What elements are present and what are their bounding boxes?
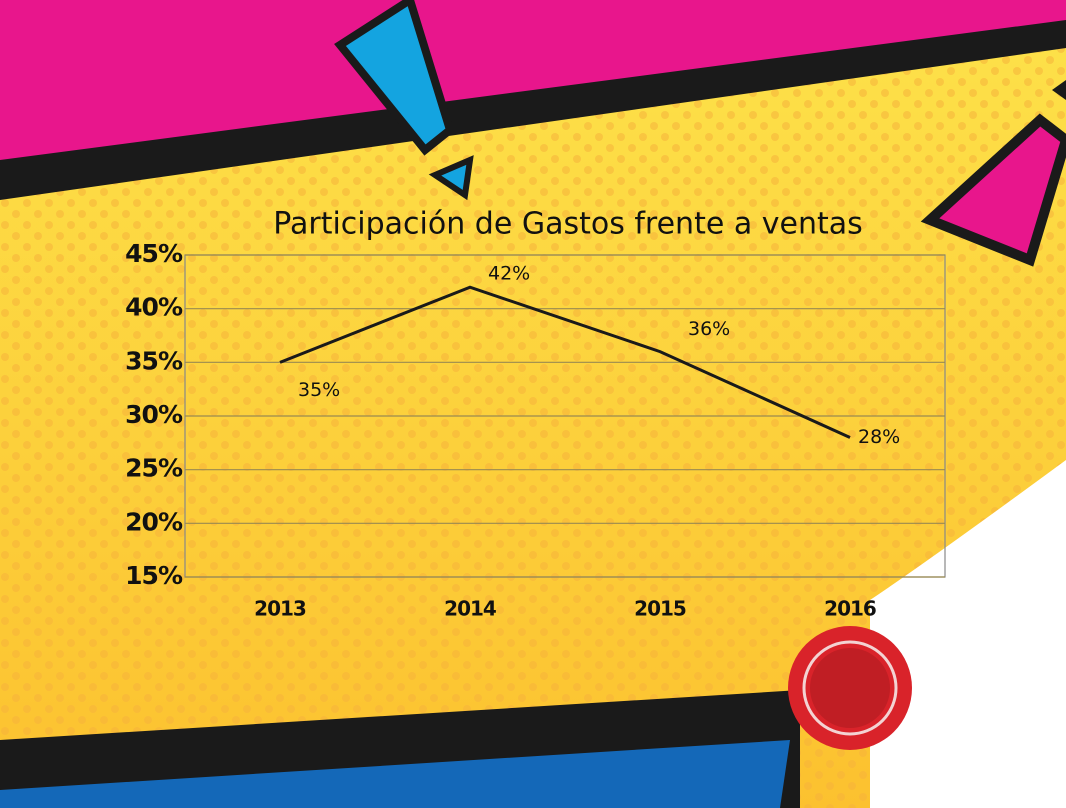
data-label: 35%: [298, 379, 340, 401]
y-tick-label: 20%: [125, 507, 183, 536]
y-tick-label: 40%: [125, 293, 183, 322]
x-tick-label: 2013: [254, 597, 306, 621]
x-tick-label: 2015: [634, 597, 686, 621]
y-tick-label: 45%: [125, 239, 183, 268]
data-label: 42%: [488, 263, 530, 285]
y-tick-label: 35%: [125, 346, 183, 375]
data-label: 36%: [688, 318, 730, 340]
chart-title: Participación de Gastos frente a ventas: [273, 207, 863, 242]
x-tick-label: 2014: [444, 597, 496, 621]
x-tick-label: 2016: [824, 597, 876, 621]
line: [279, 285, 851, 439]
y-tick-label: 30%: [125, 400, 183, 429]
y-tick-label: 15%: [125, 561, 183, 590]
data-label: 28%: [858, 426, 900, 448]
y-tick-label: 25%: [125, 454, 183, 483]
